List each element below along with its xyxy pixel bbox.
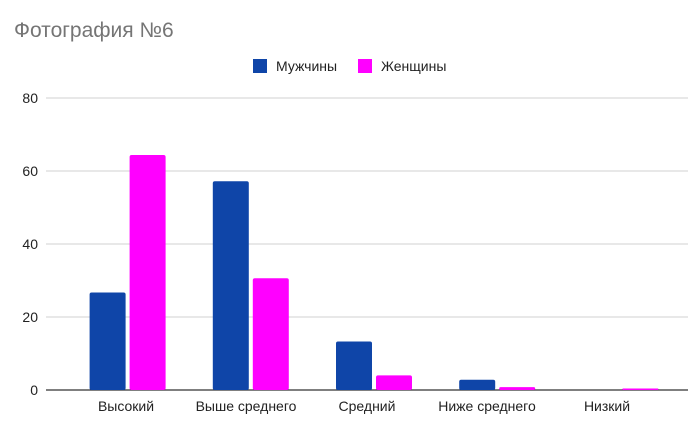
chart-title: Фотография №6 [14, 19, 174, 42]
bar-men-1 [212, 181, 249, 390]
y-tick-label: 60 [22, 163, 38, 179]
y-tick-label: 20 [22, 309, 38, 325]
bar-men-0 [89, 292, 126, 390]
bar-men-2 [336, 341, 372, 390]
x-category-label-nizkiy: Низкий [584, 398, 630, 414]
bar-women-2 [376, 375, 412, 390]
y-tick-label: 40 [22, 236, 38, 252]
legend-label-women: Женщины [381, 58, 446, 74]
bars [89, 154, 659, 390]
x-axis-category-labels: Высокий Выше среднего Средний Ниже средн… [98, 398, 630, 414]
y-tick-label: 0 [30, 382, 38, 398]
x-category-label-vysokiy: Высокий [98, 398, 154, 414]
legend-swatch-women [358, 59, 372, 73]
legend-swatch-men [253, 59, 267, 73]
bar-women-1 [252, 278, 289, 390]
x-category-label-nizhe-srednego: Ниже среднего [438, 398, 536, 414]
x-category-label-sredniy: Средний [339, 398, 396, 414]
bar-women-3 [499, 387, 536, 390]
y-axis-tick-labels: 0 20 40 60 80 [22, 90, 38, 398]
x-category-label-vyshe-srednego: Выше среднего [196, 398, 297, 414]
bar-women-0 [129, 154, 166, 390]
chart-legend: Мужчины Женщины [253, 58, 446, 74]
legend-label-men: Мужчины [276, 58, 337, 74]
bar-women-4 [622, 388, 659, 390]
bar-men-3 [459, 379, 496, 390]
y-tick-label: 80 [22, 90, 38, 106]
